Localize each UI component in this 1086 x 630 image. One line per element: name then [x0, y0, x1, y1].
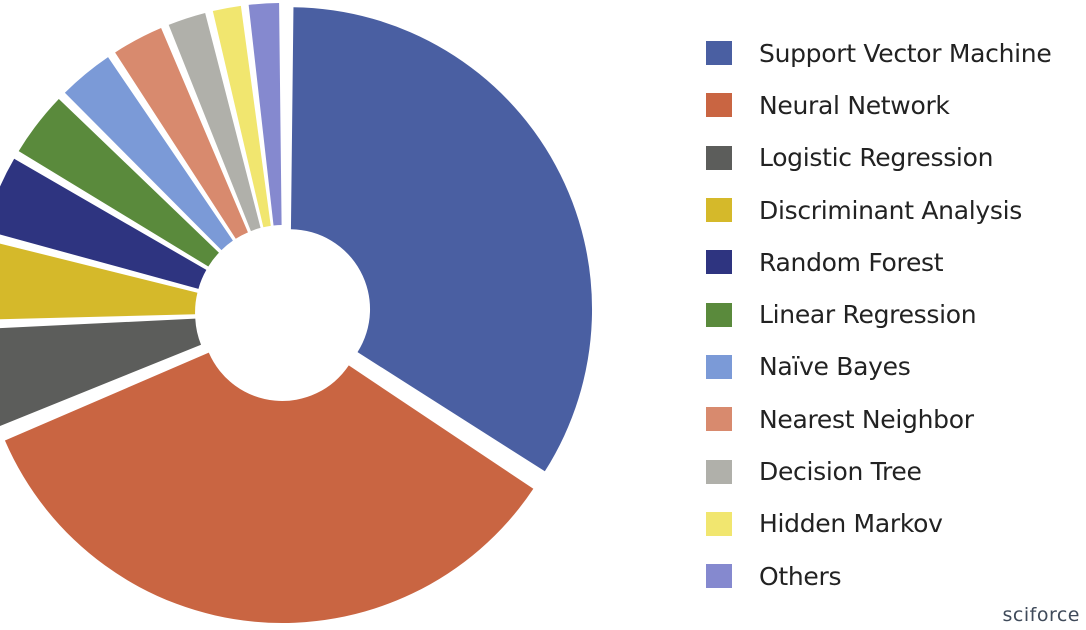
legend-swatch	[706, 564, 732, 589]
pie-slice-random-forest	[0, 158, 207, 289]
legend-item: Logistic Regression	[706, 132, 1051, 184]
legend-item: Naïve Bayes	[706, 341, 1051, 393]
legend-label: Discriminant Analysis	[759, 195, 1022, 225]
legend-swatch	[706, 198, 732, 223]
pie-slice-nearest-neighbor	[115, 28, 248, 239]
legend-item: Random Forest	[706, 236, 1051, 288]
legend-label: Naïve Bayes	[759, 352, 911, 382]
legend-label: Others	[759, 561, 842, 591]
chart-legend: Support Vector Machine Neural Network Lo…	[706, 27, 1052, 602]
legend-swatch	[706, 511, 732, 536]
legend-label: Hidden Markov	[759, 509, 943, 539]
legend-item: Discriminant Analysis	[706, 184, 1051, 236]
legend-label: Neural Network	[759, 90, 950, 120]
legend-item: Decision Tree	[706, 445, 1051, 497]
pie-slice-discriminant-analysis	[0, 243, 198, 320]
pie-slice-hidden-markov	[212, 5, 271, 228]
legend-item: Neural Network	[706, 79, 1051, 131]
pie-slice-na-ve-bayes	[64, 57, 233, 251]
pie-slice-others	[248, 3, 282, 226]
pie-slice-logistic-regression	[0, 318, 202, 426]
legend-label: Random Forest	[759, 247, 944, 277]
pie-slice-neural-network	[4, 352, 534, 623]
legend-item: Support Vector Machine	[706, 27, 1052, 79]
legend-label: Nearest Neighbor	[759, 404, 974, 434]
legend-item: Hidden Markov	[706, 498, 1051, 550]
legend-label: Decision Tree	[759, 457, 922, 487]
legend-label: Support Vector Machine	[759, 38, 1052, 68]
legend-label: Logistic Regression	[759, 143, 994, 173]
legend-swatch	[706, 41, 732, 66]
donut-chart	[0, 3, 593, 623]
pie-slice-support-vector-machine	[290, 7, 593, 472]
legend-swatch	[706, 407, 732, 432]
legend-swatch	[706, 354, 732, 379]
legend-item: Nearest Neighbor	[706, 393, 1051, 445]
legend-swatch	[706, 302, 732, 327]
pie-slice-decision-tree	[168, 12, 261, 232]
pie-slice-linear-regression	[18, 98, 219, 267]
legend-swatch	[706, 250, 732, 275]
brand-logo: sciforce	[1002, 604, 1080, 626]
legend-swatch	[706, 145, 732, 170]
legend-swatch	[706, 93, 732, 118]
legend-item: Linear Regression	[706, 288, 1051, 340]
legend-item: Others	[706, 550, 1051, 602]
legend-swatch	[706, 459, 732, 484]
legend-label: Linear Regression	[759, 300, 977, 330]
